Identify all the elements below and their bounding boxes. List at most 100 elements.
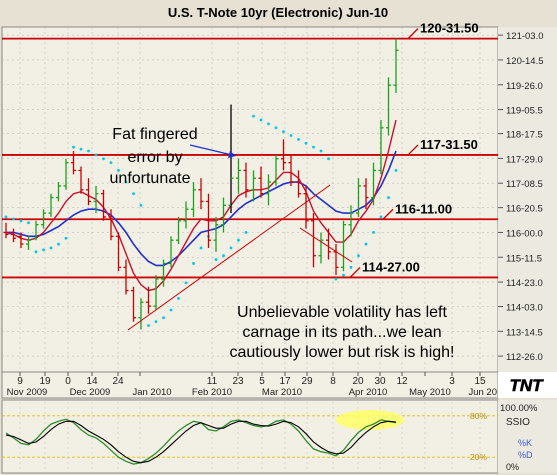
ohlc-bar xyxy=(18,232,24,248)
sar-dot xyxy=(57,242,60,246)
y-tick-label: 113-14.5 xyxy=(506,327,543,338)
ohlc-bar xyxy=(281,139,286,171)
y-axis-area xyxy=(498,27,557,372)
level-label: 116-11.00 xyxy=(395,201,452,216)
x-month-label: Dec 2009 xyxy=(70,387,111,398)
ohlc-bar xyxy=(221,197,226,233)
annotation-text: carnage in its path...we lean xyxy=(242,324,441,341)
ohlc-bar xyxy=(236,158,241,194)
ohlc-bar xyxy=(386,77,391,136)
ohlc-bar xyxy=(243,162,249,198)
ohlc-bar xyxy=(371,162,376,206)
ohlc-bar xyxy=(213,216,219,252)
sar-dot xyxy=(342,273,345,277)
sar-dot xyxy=(222,254,225,258)
trendline-up xyxy=(127,184,331,331)
ohlc-bar xyxy=(228,104,234,214)
sar-dot xyxy=(169,308,173,312)
sar-dot xyxy=(139,203,143,207)
x-tick-label: 29 xyxy=(301,376,313,387)
x-tick-label: 20 xyxy=(352,376,364,387)
sar-dot xyxy=(34,250,38,254)
osc-k-line xyxy=(5,420,397,464)
y-tick-label: 114-23.0 xyxy=(506,278,543,289)
sar-dot xyxy=(327,157,330,161)
level-label: 120-31.50 xyxy=(420,21,479,36)
ohlc-bar xyxy=(108,209,114,241)
sar-dot xyxy=(12,217,15,221)
x-tick-label: 9 xyxy=(17,376,23,387)
osc-highlight xyxy=(336,409,404,430)
oscillator-axis-area xyxy=(498,400,557,473)
annotation-arrowhead xyxy=(228,151,236,158)
sar-dot xyxy=(259,118,263,122)
x-tick-label: 3 xyxy=(449,376,455,387)
y-tick-label: 119-26.0 xyxy=(506,81,543,92)
ohlc-bar xyxy=(123,259,129,295)
sar-dot xyxy=(177,296,180,300)
ohlc-bar xyxy=(63,158,69,190)
x-tick-label: 30 xyxy=(374,376,386,387)
ohlc-bar xyxy=(198,178,204,210)
annotation-arrow xyxy=(189,144,233,156)
sar-dot xyxy=(229,246,233,250)
ma-fast-line xyxy=(5,119,397,292)
ohlc-bar xyxy=(183,201,189,229)
sar-dot xyxy=(147,324,150,327)
level-leader xyxy=(382,208,394,220)
ohlc-bar xyxy=(101,189,106,221)
ohlc-bar xyxy=(356,178,361,217)
level-label: 114-27.00 xyxy=(362,259,420,274)
x-tick-label: 12 xyxy=(396,376,408,387)
sar-dot xyxy=(162,316,165,320)
annotation-text: unfortunate xyxy=(110,170,191,187)
sar-dot xyxy=(27,221,30,225)
ohlc-bar xyxy=(266,174,271,206)
annotation-text: Unbelievable volatility has left xyxy=(237,304,447,321)
moving-averages xyxy=(5,119,397,292)
sar-dot xyxy=(357,254,360,258)
ohlc-bar xyxy=(146,286,151,314)
ohlc-bar xyxy=(168,236,174,268)
sar-dot xyxy=(199,246,203,250)
y-tick-label: 118-17.5 xyxy=(506,130,543,141)
sar-dot xyxy=(304,141,308,145)
ohlc-bar xyxy=(326,228,331,260)
ohlc-bar xyxy=(71,151,76,175)
sar-dot xyxy=(364,242,368,246)
ohlc-bar xyxy=(191,182,196,217)
price-panel xyxy=(1,26,499,373)
ohlc-bar xyxy=(116,232,121,272)
ohlc-bar xyxy=(348,205,354,237)
osc-legend-label: %D xyxy=(518,450,533,460)
annotation-text: cautiously lower but risk is high! xyxy=(230,344,455,361)
x-month-label: Apr 2010 xyxy=(349,387,388,398)
annotation-text: error by xyxy=(127,149,182,166)
ohlc-bar xyxy=(311,213,316,268)
sar-dot xyxy=(192,262,195,265)
x-month-label: Mar 2010 xyxy=(262,387,302,398)
ohlc-bar xyxy=(93,185,99,214)
tnt-logo: TNT xyxy=(498,372,557,398)
sar-dot xyxy=(349,265,353,269)
osc-legend-label: %K xyxy=(518,438,532,448)
level-leader xyxy=(407,28,419,40)
ohlc-bar xyxy=(56,182,61,202)
sar-dot xyxy=(297,138,300,141)
sar-dot xyxy=(72,145,75,149)
trendlines xyxy=(127,184,353,331)
ohlc-bar xyxy=(3,222,9,239)
ohlc-bar xyxy=(131,286,136,322)
ohlc-bar xyxy=(378,120,384,175)
trendline-down xyxy=(299,227,353,263)
ohlc-bar xyxy=(33,220,39,241)
sar-dot xyxy=(289,134,293,137)
ohlc-bar xyxy=(341,220,346,272)
sar-dot xyxy=(109,161,113,165)
sar-dot xyxy=(154,320,158,324)
x-axis-area xyxy=(1,371,499,399)
sar-dot xyxy=(94,153,98,157)
y-tick-label: 120-14.5 xyxy=(506,56,544,67)
sar-dot xyxy=(132,192,135,196)
